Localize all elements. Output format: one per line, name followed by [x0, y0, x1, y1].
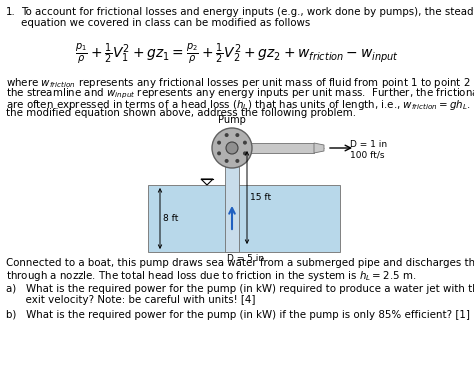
- Text: 8 ft: 8 ft: [163, 214, 178, 223]
- Circle shape: [226, 142, 238, 154]
- Text: equation we covered in class can be modified as follows: equation we covered in class can be modi…: [21, 19, 310, 29]
- Text: 1.: 1.: [6, 7, 16, 17]
- Circle shape: [243, 151, 247, 155]
- Text: 100 ft/s: 100 ft/s: [350, 150, 384, 159]
- Circle shape: [217, 151, 221, 155]
- Text: the modified equation shown above, address the following problem.: the modified equation shown above, addre…: [6, 108, 356, 119]
- Text: where $w_{friction}$ represents any frictional losses per unit mass of fluid fro: where $w_{friction}$ represents any fric…: [6, 76, 474, 90]
- Text: the streamline and $w_{input}$ represents any energy inputs per unit mass.  Furt: the streamline and $w_{input}$ represent…: [6, 87, 474, 101]
- Text: $\frac{p_1}{\rho} + \frac{1}{2}V_1^2 + gz_1 = \frac{p_2}{\rho} + \frac{1}{2}V_2^: $\frac{p_1}{\rho} + \frac{1}{2}V_1^2 + g…: [75, 42, 399, 66]
- Text: are often expressed in terms of a head loss ($h_L$) that has units of length, i.: are often expressed in terms of a head l…: [6, 98, 474, 112]
- Text: 15 ft: 15 ft: [250, 193, 271, 202]
- Text: Pump: Pump: [218, 115, 246, 125]
- Bar: [225, 160, 239, 252]
- Circle shape: [217, 141, 221, 145]
- Circle shape: [212, 128, 252, 168]
- Text: through a nozzle. The total head loss due to friction in the system is $h_L = 2.: through a nozzle. The total head loss du…: [6, 269, 416, 283]
- Polygon shape: [314, 143, 324, 153]
- Text: To account for frictional losses and energy inputs (e.g., work done by pumps), t: To account for frictional losses and ene…: [21, 7, 474, 17]
- Text: a)   What is the required power for the pump (in kW) required to produce a water: a) What is the required power for the pu…: [6, 284, 474, 294]
- Text: D = 1 in: D = 1 in: [350, 140, 387, 149]
- Bar: [148, 185, 340, 252]
- Circle shape: [243, 141, 247, 145]
- Text: exit velocity? Note: be careful with units! [4]: exit velocity? Note: be careful with uni…: [6, 295, 255, 305]
- Text: D = 5 in: D = 5 in: [227, 254, 264, 263]
- Text: Connected to a boat, this pump draws sea water from a submerged pipe and dischar: Connected to a boat, this pump draws sea…: [6, 258, 474, 268]
- Circle shape: [225, 133, 228, 137]
- Circle shape: [225, 159, 228, 163]
- Text: b)   What is the required power for the pump (in kW) if the pump is only 85% eff: b) What is the required power for the pu…: [6, 310, 470, 320]
- Circle shape: [236, 133, 239, 137]
- Circle shape: [236, 159, 239, 163]
- Bar: [250, 143, 314, 153]
